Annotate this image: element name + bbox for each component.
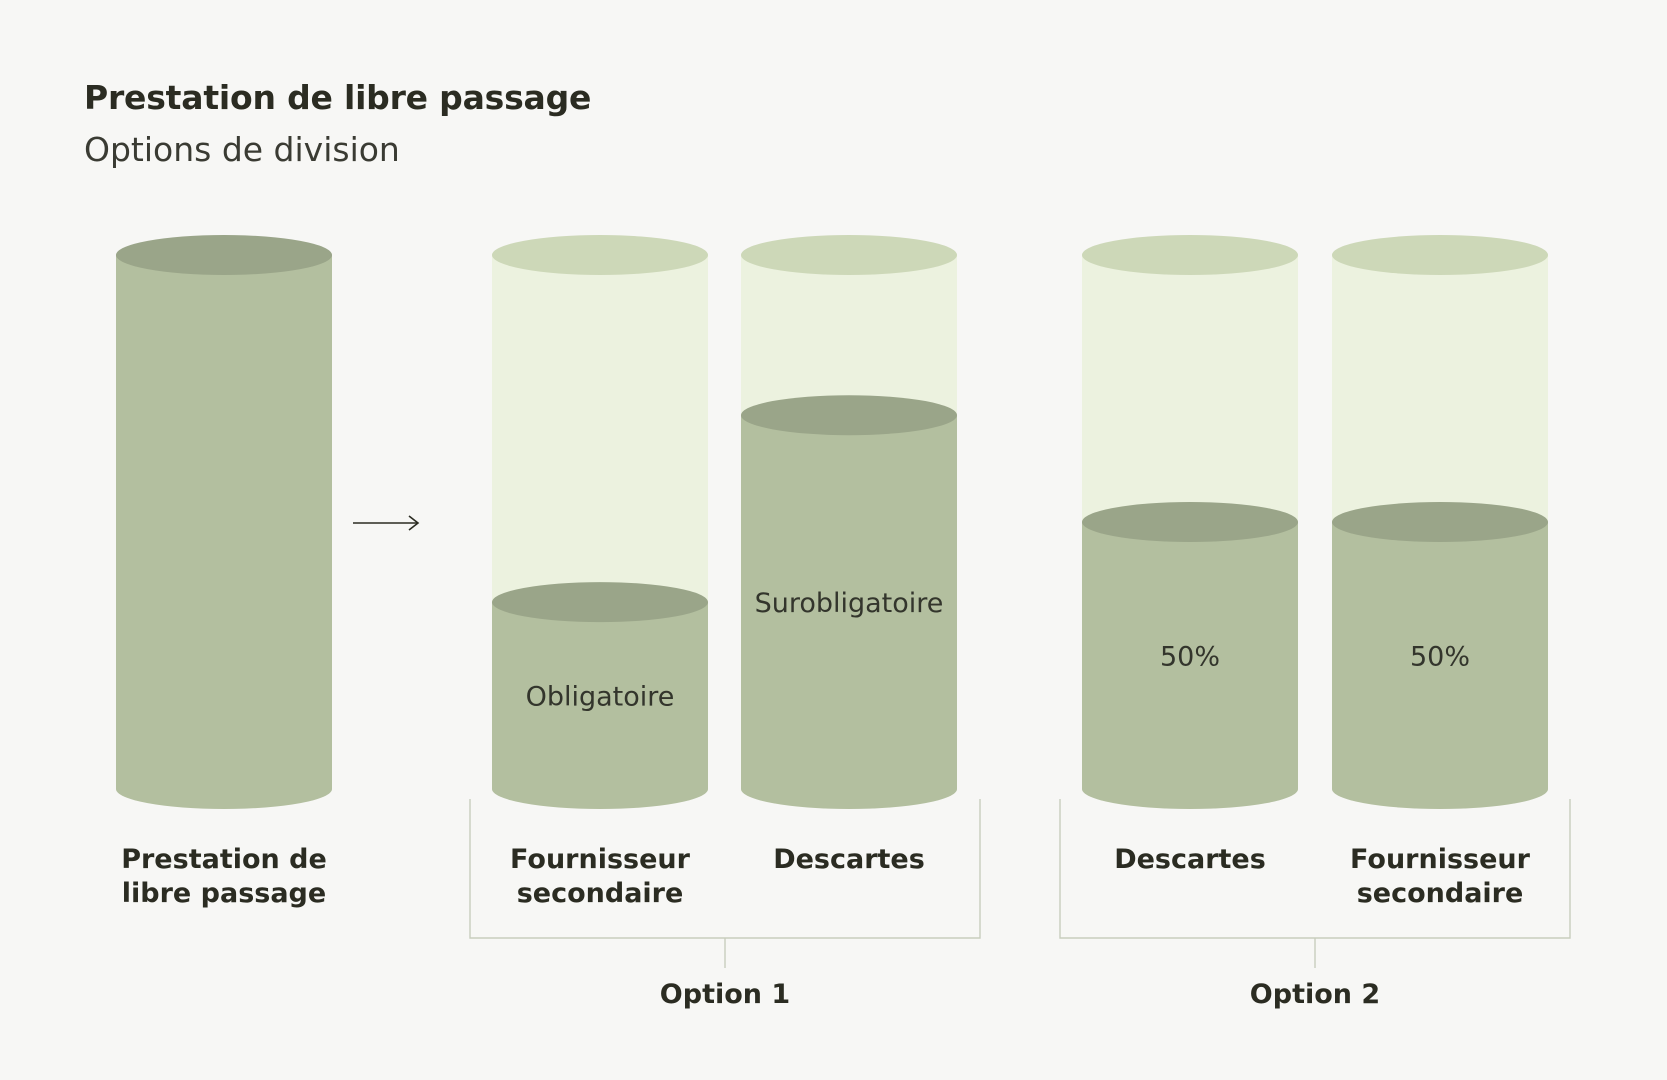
option1-cylinder1-label-line: Fournisseur [510, 844, 691, 875]
option2-cylinder2-fill-top [1332, 502, 1548, 542]
option1-cylinder1-inner-label: Obligatoire [526, 682, 675, 713]
source-cylinder-fill-top [116, 235, 332, 275]
option2-label: Option 2 [1250, 979, 1380, 1010]
source-cylinder-fill-body [116, 255, 332, 809]
arrow-head-icon [408, 515, 420, 531]
option2-cylinder1-fill-body [1082, 522, 1298, 809]
option2-cylinder2-fill-body [1332, 522, 1548, 809]
option1-cylinder1-label-line: secondaire [517, 878, 684, 909]
option1-bracket [469, 799, 981, 968]
option1-cylinder2-empty-top [741, 235, 957, 275]
option2-bracket [1059, 799, 1571, 968]
option2-cylinder2-label: Fournisseur secondaire [1350, 844, 1531, 909]
option1-cylinder1-label: Fournisseur secondaire [510, 844, 691, 909]
option1-cylinder2-label: Descartes [773, 844, 925, 875]
option2-cylinder1-empty-top [1082, 235, 1298, 275]
option1-cylinder2-empty-body [741, 255, 957, 416]
diagram-title: Prestation de libre passage [84, 78, 592, 117]
source-cylinder-label: Prestation de libre passage [121, 844, 327, 909]
diagram-subtitle: Options de division [84, 130, 400, 169]
option1-cylinder2-inner-label: Surobligatoire [755, 588, 944, 619]
source-cylinder-label-line: libre passage [122, 878, 326, 909]
option1-label: Option 1 [660, 979, 790, 1010]
option2-cylinder1-fill-top [1082, 502, 1298, 542]
option2-cylinder2-inner-label: 50% [1410, 642, 1470, 673]
option2-cylinder2-empty-top [1332, 235, 1548, 275]
option1-cylinder1-fill-body [492, 602, 708, 809]
option2-cylinder2-label-line: Fournisseur [1350, 844, 1531, 875]
option1-cylinder2-label-line: Descartes [773, 844, 925, 875]
option2-cylinder1-empty-body [1082, 255, 1298, 522]
option2-cylinder1-inner-label: 50% [1160, 642, 1220, 673]
source-cylinder-label-line: Prestation de [121, 844, 327, 875]
option2-cylinder1-label: Descartes [1114, 844, 1266, 875]
option2-cylinder2-empty-body [1332, 255, 1548, 522]
option1-cylinder1-fill-top [492, 582, 708, 623]
option2-cylinder1-label-line: Descartes [1114, 844, 1266, 875]
option1-cylinder2-fill-body [741, 415, 957, 809]
option1-cylinder1-empty-body [492, 255, 708, 603]
option1-cylinder2-fill-top [741, 395, 957, 436]
option2-cylinder2-label-line: secondaire [1357, 878, 1524, 909]
option1-cylinder1-empty-top [492, 235, 708, 275]
